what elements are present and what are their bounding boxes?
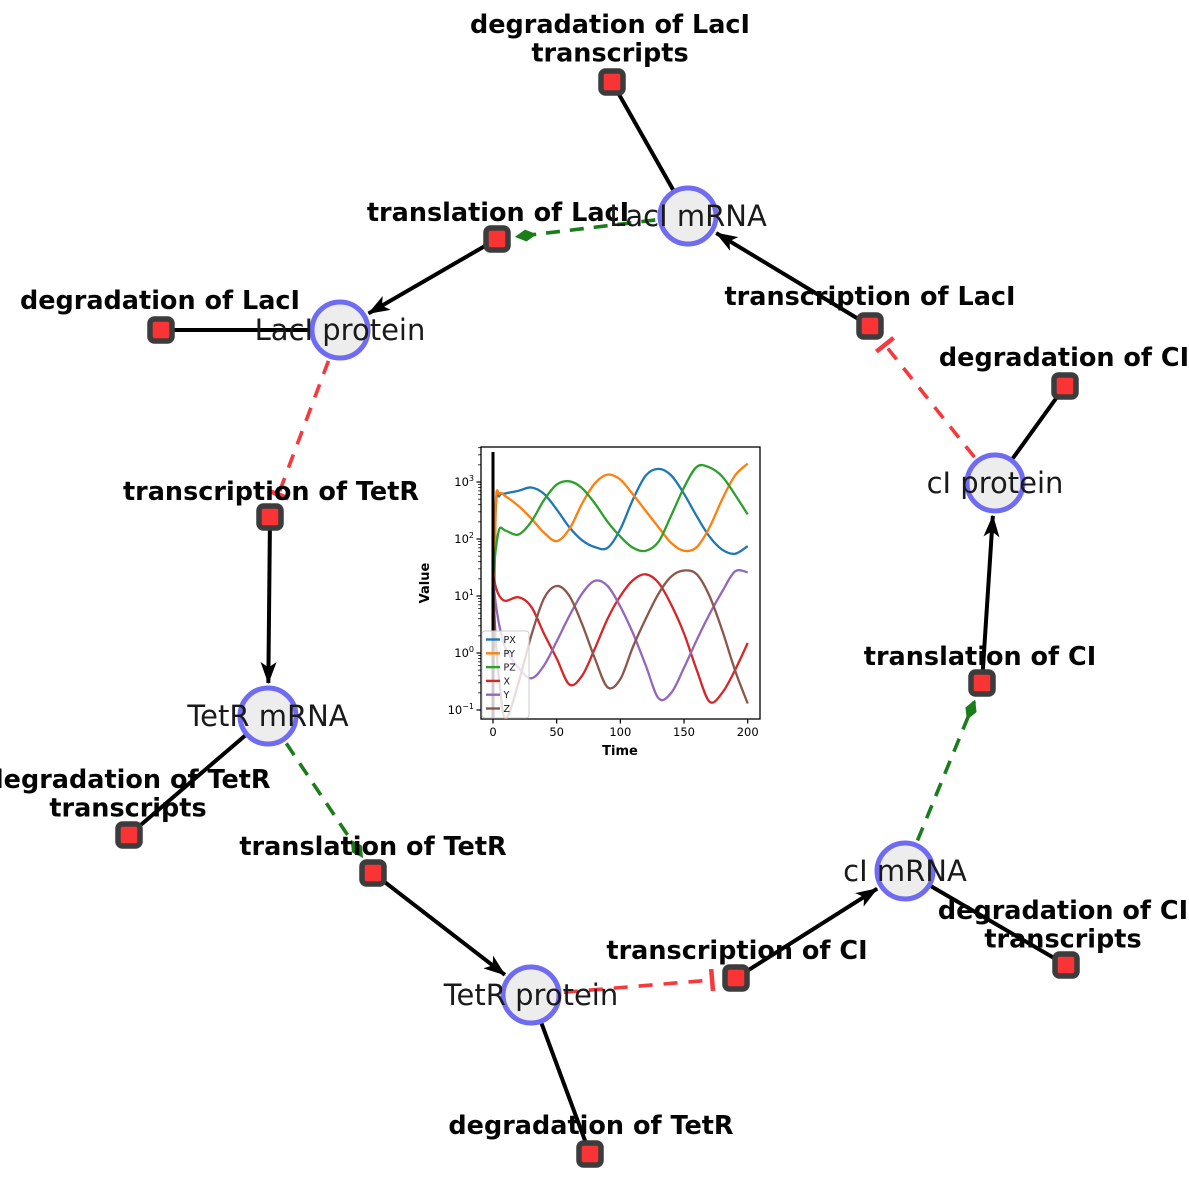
reaction-node-deg_ci[interactable]	[1051, 372, 1079, 400]
reaction-node-deg_tetr_tx[interactable]	[115, 821, 143, 849]
reaction-label-deg_tetr: degradation of TetR	[448, 1111, 734, 1141]
reaction-label-translation_tetr: translation of TetR	[239, 832, 507, 862]
legend-item-Z: Z	[504, 704, 511, 715]
x-tick-label: 0	[489, 725, 496, 739]
legend-item-Y: Y	[503, 690, 510, 701]
reaction-label-transcription_laci: transcription of LacI	[724, 282, 1015, 312]
reaction-label-transcription_tetr: transcription of TetR	[123, 477, 419, 507]
species-label-laci_prot: LacI protein	[255, 313, 426, 347]
species-label-tetr_prot: TetR protein	[443, 978, 618, 1012]
edge-production-transcription_ci-ci_mrna	[734, 886, 879, 980]
x-tick-label: 150	[673, 725, 695, 739]
legend-item-PX: PX	[504, 635, 517, 646]
species-label-ci_mrna: cI mRNA	[843, 854, 967, 888]
reaction-node-translation_tetr[interactable]	[359, 859, 387, 887]
y-tick-label: 101	[454, 588, 474, 603]
series-PX	[491, 467, 749, 711]
series-PZ	[491, 463, 749, 579]
y-tick-label: 103	[454, 474, 474, 489]
x-tick-label: 100	[609, 725, 631, 739]
reaction-label-translation_ci: translation of CI	[864, 642, 1096, 672]
reaction-node-translation_laci[interactable]	[483, 225, 511, 253]
legend-item-PZ: PZ	[504, 663, 517, 674]
reaction-label-transcription_ci: transcription of CI	[606, 936, 867, 966]
legend-item-X: X	[504, 676, 511, 687]
reaction-node-translation_ci[interactable]	[968, 669, 996, 697]
species-node-ci_mrna[interactable]	[874, 840, 936, 902]
series-X	[491, 573, 749, 704]
y-axis-label: Value	[418, 562, 433, 603]
reaction-node-deg_ci_tx[interactable]	[1052, 951, 1080, 979]
reaction-node-deg_laci_tx[interactable]	[598, 68, 626, 96]
series-PY	[491, 462, 749, 711]
species-label-tetr_mrna: TetR mRNA	[186, 699, 348, 733]
species-node-laci_prot[interactable]	[309, 299, 371, 361]
reaction-label-deg_tetr_tx: degradation of TetR	[0, 765, 271, 795]
species-label-laci_mrna: LacI mRNA	[609, 199, 767, 233]
reaction-node-deg_laci[interactable]	[147, 316, 175, 344]
edge-production-translation_ci-ci_prot	[980, 514, 1000, 684]
species-node-laci_mrna[interactable]	[657, 185, 719, 247]
x-tick-label: 50	[549, 725, 564, 739]
reaction-label-translation_laci: translation of LacI	[367, 198, 629, 228]
species-label-ci_prot: cI protein	[927, 466, 1064, 500]
x-axis-label: Time	[602, 744, 638, 759]
species-node-ci_prot[interactable]	[964, 452, 1026, 514]
reaction-label-deg_tetr_tx-line2: transcripts	[49, 794, 206, 824]
timecourse-plot: 0 50 100 150 200 103 102 101 100 10−1 PX PY PZ XYZ T…	[418, 446, 761, 759]
species-node-tetr_mrna[interactable]	[237, 685, 299, 747]
y-tick-label: 100	[454, 645, 474, 660]
species-node-tetr_prot[interactable]	[500, 964, 562, 1026]
edge-inhibition-laci_prot-transcription_tetr	[267, 360, 331, 501]
reaction-node-transcription_tetr[interactable]	[256, 503, 284, 531]
reaction-label-deg_ci_tx-line2: transcripts	[984, 925, 1141, 955]
legend-item-PY: PY	[504, 649, 516, 660]
reaction-label-deg_laci: degradation of LacI	[20, 286, 300, 316]
nodes-layer	[115, 68, 1080, 1168]
reaction-node-transcription_laci[interactable]	[856, 312, 884, 340]
edge-production-translation_laci-laci_prot	[367, 237, 499, 316]
reaction-label-deg_laci_tx: degradation of LacI	[470, 10, 750, 40]
reaction-node-transcription_ci[interactable]	[722, 964, 750, 992]
reaction-label-deg_laci_tx-line2: transcripts	[531, 39, 688, 69]
edge-production-translation_tetr-tetr_prot	[371, 871, 507, 977]
edge-modifier-ci_mrna-translation_ci	[915, 699, 977, 842]
reaction-node-deg_tetr[interactable]	[576, 1140, 604, 1168]
y-tick-label: 102	[454, 531, 474, 546]
edge-consumption-ci_mrna-deg_ci_tx	[903, 869, 1068, 967]
reaction-label-deg_ci: degradation of CI	[939, 343, 1189, 373]
labels-layer: degradation of LacItranscriptstranslatio…	[0, 10, 1189, 1141]
edge-production-transcription_tetr-tetr_mrna	[260, 516, 277, 685]
reaction-label-deg_ci_tx: degradation of CI	[938, 896, 1188, 926]
edge-production-transcription_laci-laci_mrna	[715, 231, 872, 328]
x-tick-label: 200	[737, 725, 759, 739]
chart-legend: PX PY PZ XYZ	[481, 630, 530, 719]
y-tick-label: 10−1	[448, 702, 474, 717]
